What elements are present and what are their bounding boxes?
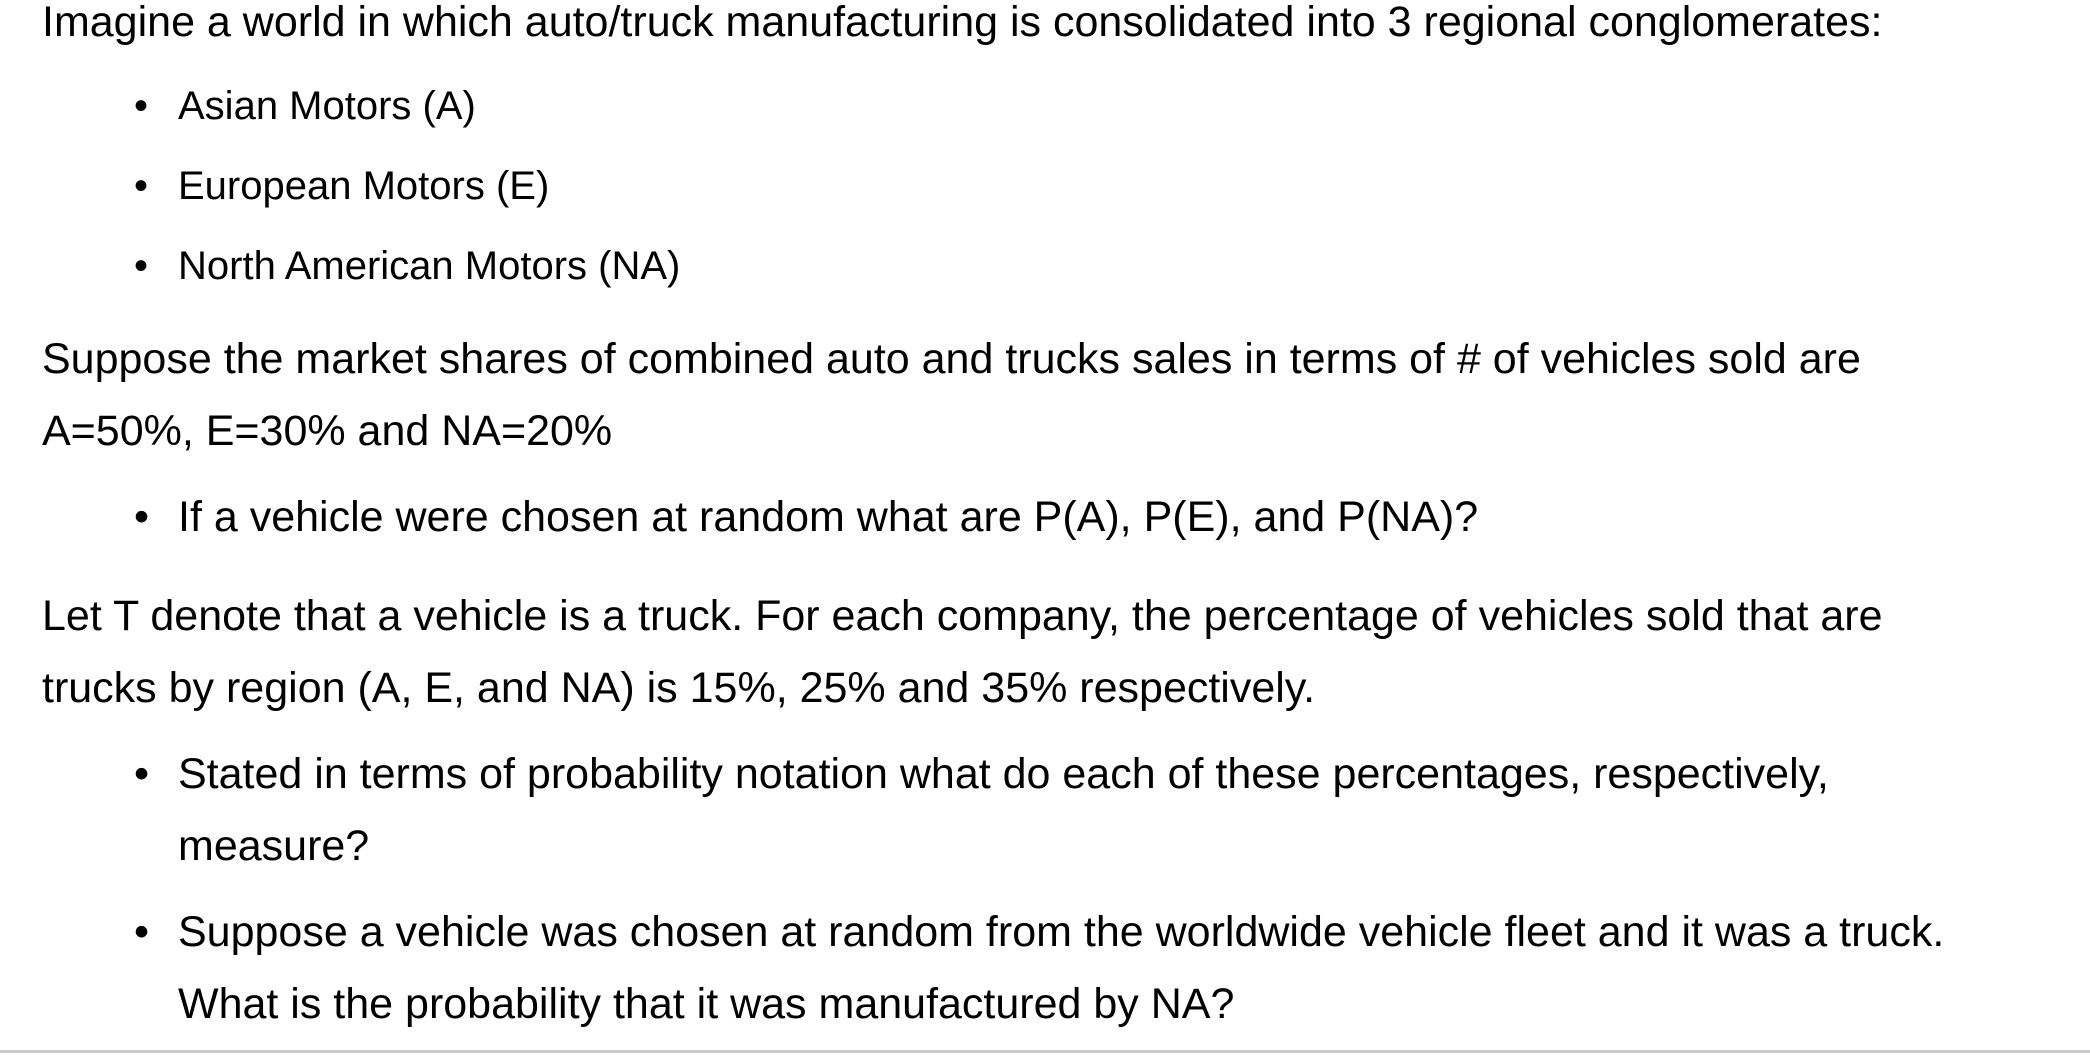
intro-text: Imagine a world in which auto/truck manu… <box>42 0 1883 46</box>
truck-text-line2: trucks by region (A, E, and NA) is 15%, … <box>42 664 1316 712</box>
bullet-icon: • <box>134 908 150 956</box>
list-item-label: North American Motors (NA) <box>178 244 681 288</box>
list-item-label: Asian Motors (A) <box>178 84 476 128</box>
market-share-text-line2: A=50%, E=30% and NA=20% <box>42 407 613 455</box>
truck-text-line1: Let T denote that a vehicle is a truck. … <box>42 592 1883 640</box>
list-item-label: European Motors (E) <box>178 164 550 208</box>
question-2-text-line2: measure? <box>178 822 370 870</box>
market-share-text-line1: Suppose the market shares of combined au… <box>42 335 1861 383</box>
question-3-text-line1: Suppose a vehicle was chosen at random f… <box>178 908 1945 956</box>
bullet-icon: • <box>134 84 149 128</box>
bullet-icon: • <box>134 164 149 208</box>
bullet-icon: • <box>134 750 150 798</box>
question-2-text-line1: Stated in terms of probability notation … <box>178 750 1829 798</box>
bullet-icon: • <box>134 493 150 541</box>
question-3-text-line2: What is the probability that it was manu… <box>178 980 1235 1028</box>
bullet-icon: • <box>134 244 149 288</box>
question-1-text: If a vehicle were chosen at random what … <box>178 493 1479 541</box>
bottom-divider <box>0 1050 2090 1053</box>
